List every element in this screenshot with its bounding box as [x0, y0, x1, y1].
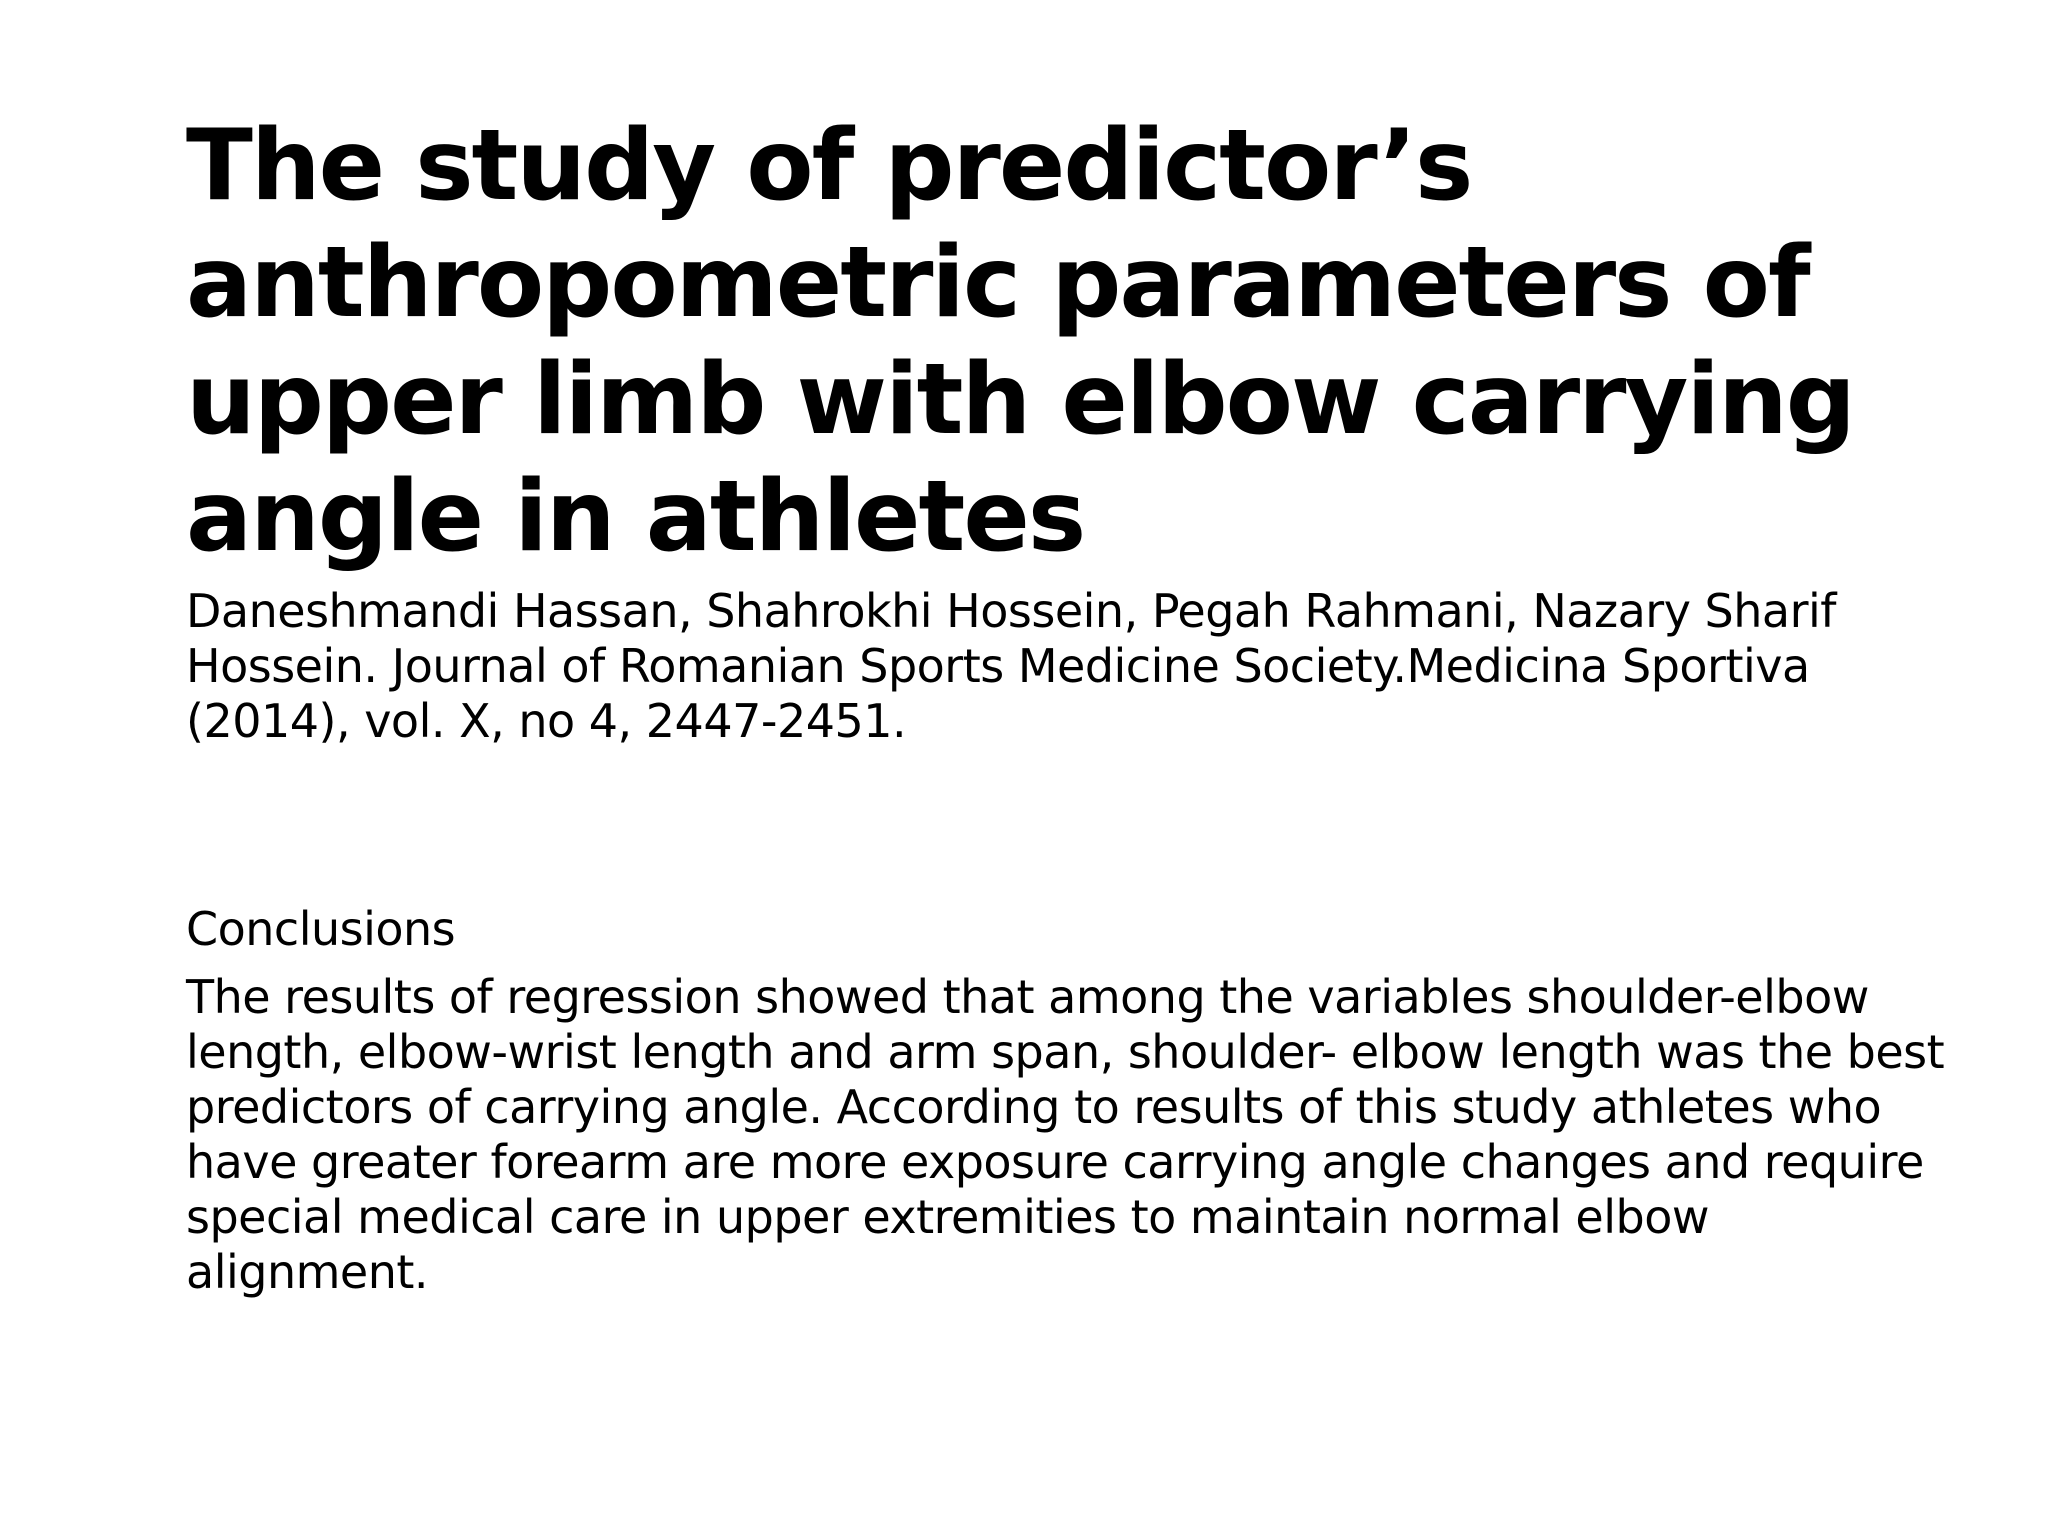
citation-text: Daneshmandi Hassan, Shahrokhi Hossein, P… [186, 584, 1836, 748]
slide-title: The study of predictor’s anthropometric … [186, 109, 1856, 574]
conclusion-text: The results of regression showed that am… [186, 970, 1945, 1299]
conclusions-heading: Conclusions [186, 902, 456, 956]
